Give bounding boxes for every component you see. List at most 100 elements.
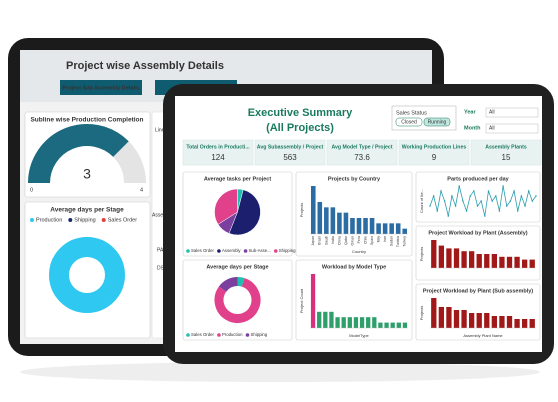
bar: [317, 202, 323, 234]
legend-marker: [68, 218, 73, 222]
bar: [389, 223, 394, 234]
slicer-option[interactable]: [395, 117, 423, 127]
chart-title: Average tasks per Project: [204, 176, 272, 182]
bar: [376, 223, 381, 234]
bar: [461, 251, 467, 268]
point: [491, 200, 493, 202]
x-tick-label: Japan: [311, 236, 315, 246]
bar: [484, 254, 490, 268]
x-tick-label: Oman: [350, 236, 354, 246]
legend-label: Shipping: [279, 248, 296, 253]
bar: [499, 316, 505, 328]
y-axis-label: Count of Ite...: [419, 189, 424, 213]
kpi-card: [182, 139, 254, 166]
gauge-max: 4: [140, 187, 143, 193]
bar: [431, 240, 437, 268]
bar: [353, 317, 359, 328]
point: [509, 200, 512, 202]
bar: [468, 251, 475, 268]
legend-marker: [217, 249, 221, 253]
point: [527, 190, 530, 192]
bar: [335, 317, 340, 328]
bar: [390, 322, 395, 328]
legend-marker: [217, 333, 221, 337]
table-text: Line N: [155, 127, 170, 133]
dropdown[interactable]: [485, 123, 539, 134]
slicer-option-label: Running: [428, 119, 447, 125]
bar: [476, 254, 482, 268]
point: [443, 200, 446, 202]
point: [505, 205, 508, 207]
point: [516, 210, 519, 212]
x-tick-label: Iran: [383, 236, 387, 242]
kpi-label: Assembly Plants: [485, 144, 527, 150]
bar: [468, 313, 475, 328]
filter-value: All: [489, 125, 495, 131]
bar: [453, 248, 460, 268]
bar: [499, 256, 505, 268]
bar: [359, 317, 365, 328]
x-tick-label: Sudan: [390, 236, 394, 246]
pie-slice: [214, 188, 238, 225]
bar: [402, 228, 408, 234]
point: [451, 195, 453, 197]
bar: [310, 186, 316, 234]
point: [520, 195, 523, 197]
legend-label: Shipping: [74, 217, 95, 223]
kpi-card: [254, 139, 326, 166]
legend-marker: [101, 218, 106, 222]
point: [513, 190, 515, 192]
bar: [491, 254, 498, 268]
table-text: DSP: [157, 265, 168, 271]
bar: [529, 259, 535, 268]
x-tick-label: Italy: [377, 236, 381, 243]
kpi-value: 9: [432, 153, 437, 162]
chart-title: Project Workload by Plant (Assembly): [428, 230, 527, 236]
card: [24, 201, 151, 339]
point: [436, 210, 439, 212]
slicer-option[interactable]: [423, 117, 451, 127]
slicer-option-label: Closed: [401, 119, 417, 125]
bar: [350, 218, 355, 234]
legend-label: Assembly: [222, 248, 241, 253]
bar: [329, 311, 334, 328]
card: [182, 259, 293, 341]
kpi-value: 73.6: [354, 153, 370, 162]
kpi-value: 15: [502, 153, 511, 162]
dropdown[interactable]: [485, 107, 539, 118]
bar: [382, 223, 388, 234]
x-tick-label: Spain: [370, 236, 374, 245]
legend-label: Sales Order: [108, 217, 138, 223]
kpi-label: Total Orders in Producti...: [186, 144, 250, 150]
x-axis-label: ModelType: [349, 333, 369, 338]
donut-slice: [237, 277, 245, 287]
bar: [514, 256, 520, 268]
donut-slice: [49, 237, 125, 313]
point: [487, 190, 490, 192]
y-axis-label: Projects: [419, 247, 424, 261]
bar: [310, 274, 316, 328]
kpi-value: 124: [211, 153, 225, 162]
button[interactable]: [60, 80, 142, 95]
filter-label: Year: [464, 109, 476, 115]
gauge-min: 0: [30, 187, 33, 193]
card: [295, 171, 413, 257]
legend-marker: [186, 249, 190, 253]
x-tick-label: Qatar: [344, 235, 348, 245]
bar: [431, 298, 437, 328]
bar: [402, 322, 408, 328]
bar: [491, 316, 498, 328]
bar: [378, 322, 383, 328]
legend-label: Sales Order: [191, 332, 214, 337]
bar: [363, 218, 368, 234]
kpi-label: Avg Subassembly / Project: [257, 144, 324, 150]
point: [535, 195, 537, 197]
chart-title: Project Workload by Plant (Sub assembly): [423, 288, 533, 294]
x-axis-label: Country: [352, 249, 366, 254]
y-axis-label: Project Count: [299, 288, 304, 313]
point: [502, 185, 504, 187]
point: [473, 190, 475, 192]
x-tick-label: India: [331, 236, 335, 244]
y-axis-label: Projects: [419, 306, 424, 320]
bar: [384, 322, 389, 328]
